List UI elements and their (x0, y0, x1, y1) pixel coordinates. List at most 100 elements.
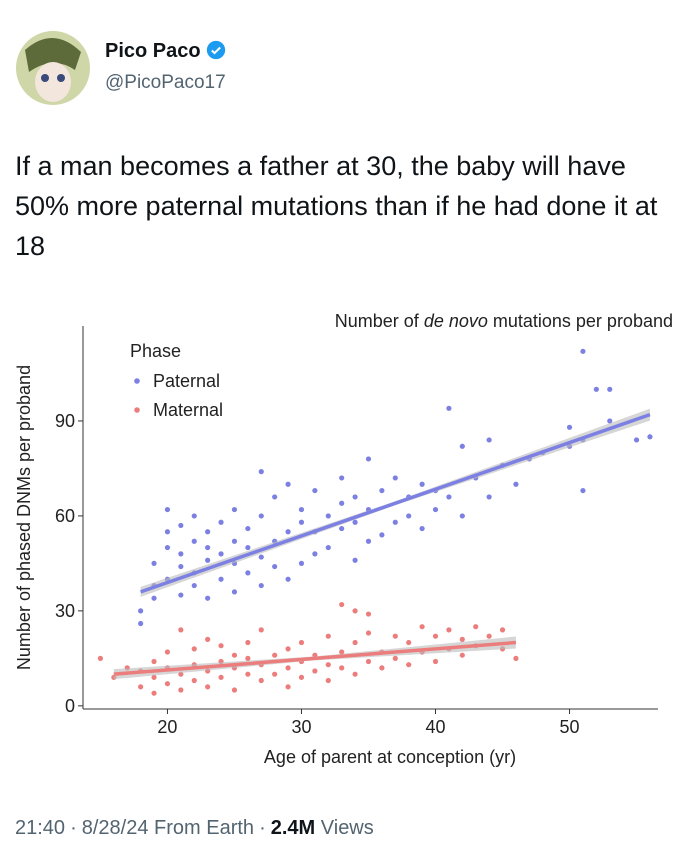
point (379, 487, 385, 494)
user-handle[interactable]: @PicoPaco17 (105, 72, 226, 93)
point (245, 671, 251, 677)
point (406, 662, 412, 668)
chart-title: Number of de novo mutations per proband (335, 311, 673, 331)
point (164, 649, 171, 655)
point (258, 469, 264, 475)
point (164, 681, 171, 687)
point (191, 582, 197, 589)
source: From Earth (154, 817, 255, 839)
point (285, 684, 291, 690)
point (419, 624, 425, 630)
point (406, 639, 412, 646)
legend-label: Paternal (153, 371, 220, 391)
point (298, 674, 305, 680)
date: 8/28/24 (81, 817, 149, 839)
title-part: de novo (424, 311, 488, 331)
point (164, 529, 171, 535)
point (365, 456, 372, 462)
time: 21:40 (15, 817, 66, 839)
point (339, 500, 345, 506)
point (191, 513, 197, 519)
point (272, 494, 278, 500)
point (285, 665, 291, 671)
point (231, 538, 238, 544)
tweet-text: If a man becomes a father at 30, the bab… (15, 151, 658, 261)
point (339, 665, 345, 671)
point (178, 592, 184, 598)
separator (65, 817, 82, 839)
point (245, 655, 251, 661)
point (459, 443, 465, 449)
avatar[interactable] (15, 30, 91, 106)
legend-title: Phase (130, 341, 181, 361)
point (191, 538, 197, 544)
point (218, 576, 224, 582)
y-axis-title: Number of phased DNMs per proband (14, 365, 34, 670)
point (365, 630, 372, 636)
point (352, 639, 358, 646)
user-name[interactable]: Pico Paco (105, 40, 226, 63)
point (647, 434, 653, 440)
point (446, 627, 452, 633)
point (298, 560, 305, 566)
tweet-footer: 21:40 8/28/24 From Earth 2.4M Views (15, 817, 374, 840)
point (432, 633, 439, 639)
point (298, 519, 305, 525)
point (285, 529, 291, 535)
point (486, 633, 492, 639)
point (419, 525, 425, 532)
point (191, 646, 197, 652)
point (325, 677, 331, 684)
point (178, 563, 184, 570)
point (339, 649, 345, 655)
point (432, 506, 439, 513)
point (245, 544, 251, 551)
point (205, 529, 211, 535)
point (486, 494, 492, 500)
verified-badge (207, 40, 226, 60)
point (352, 608, 358, 614)
point (325, 513, 331, 519)
point (191, 677, 197, 684)
fit-line (113, 640, 517, 676)
point (298, 639, 305, 646)
point (218, 519, 224, 525)
point (164, 506, 171, 513)
point (151, 560, 157, 566)
point (352, 519, 358, 525)
point (312, 551, 318, 557)
point (392, 655, 398, 661)
y-tick-label: 30 (55, 601, 75, 621)
point (178, 522, 184, 529)
point (312, 668, 318, 674)
point (272, 652, 278, 658)
point (258, 627, 264, 633)
views-count: 2.4M (270, 817, 316, 839)
point (419, 481, 425, 487)
point (352, 671, 358, 677)
point (365, 611, 372, 617)
x-tick-label: 30 (291, 717, 311, 737)
point (459, 513, 465, 519)
x-tick-label: 50 (560, 717, 580, 737)
point (97, 655, 104, 661)
point (258, 677, 264, 684)
point (245, 570, 251, 576)
point (151, 690, 157, 696)
point (285, 481, 291, 487)
point (580, 348, 586, 354)
x-axis-title: Age of parent at conception (yr) (264, 747, 516, 767)
point (446, 494, 452, 500)
point (325, 662, 331, 668)
point (231, 506, 238, 513)
point (339, 525, 345, 532)
point (285, 576, 291, 582)
point (379, 665, 385, 671)
point (607, 418, 613, 424)
point (151, 674, 157, 680)
point (392, 475, 398, 481)
point (151, 658, 157, 665)
point (298, 506, 305, 513)
point (633, 437, 640, 443)
